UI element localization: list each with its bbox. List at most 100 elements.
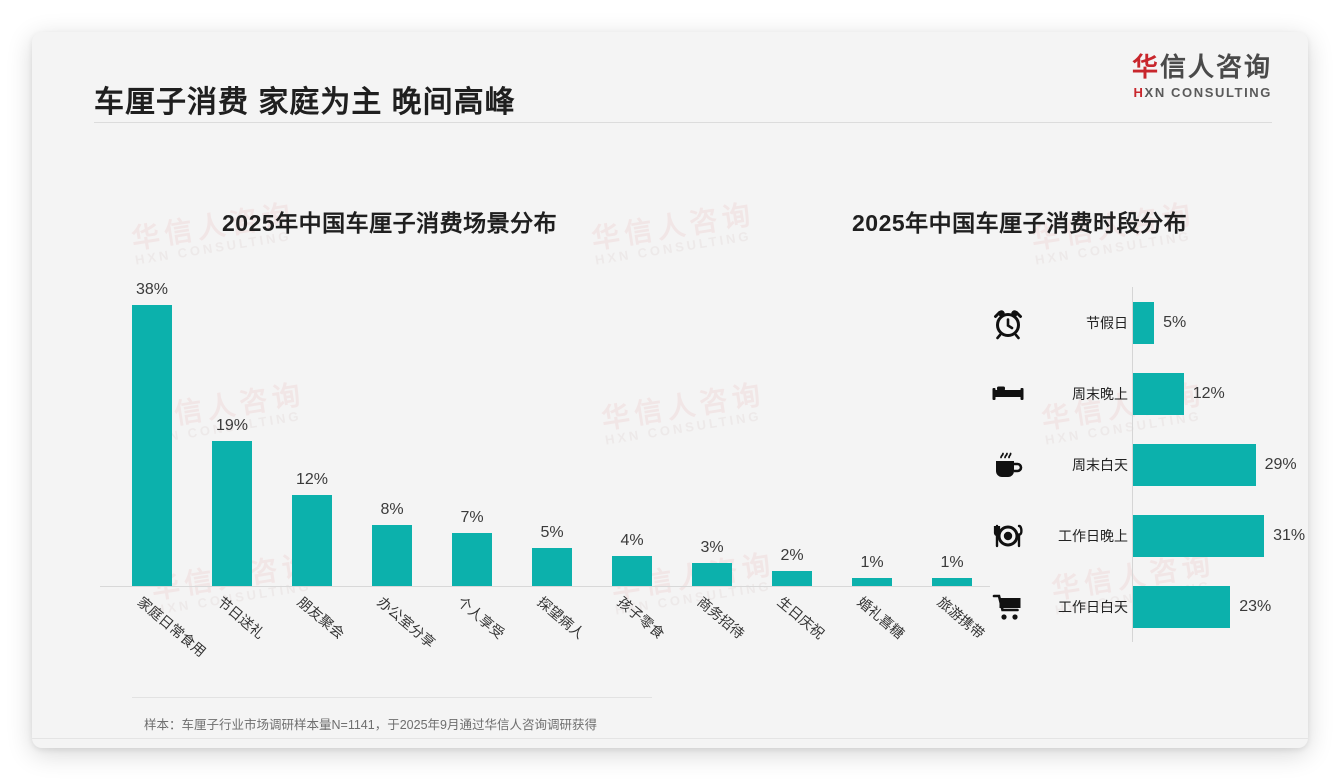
bar-column: 12% [272, 281, 352, 586]
bed-icon [988, 374, 1028, 414]
bar [1133, 301, 1155, 344]
category-label: 办公室分享 [374, 593, 439, 651]
timeslot-label: 周末白天 [1072, 456, 1128, 473]
bar-row: 周末晚上 12% [972, 365, 1302, 423]
bar [692, 563, 732, 586]
bar-and-value: 12% [1133, 372, 1225, 415]
footer-divider [32, 738, 1308, 739]
bar-value-label: 12% [1192, 384, 1225, 402]
category-label-cell: 婚礼喜糖 [832, 586, 912, 682]
bar-value-label: 2% [780, 546, 804, 564]
category-label-group: 家庭日常食用 节日送礼 朋友聚会 办公室分享 个人享受 探望病人 孩子零食 商务招待 生日庆祝婚… [112, 586, 992, 682]
header: 车厘子消费 家庭为主 晚间高峰 华信人咨询 HXN CONSULTING [32, 32, 1308, 122]
bar [852, 578, 892, 586]
shopping-cart-icon [988, 587, 1028, 627]
bar-value-label: 23% [1239, 597, 1272, 615]
bar [372, 525, 412, 586]
bar-column: 1% [912, 281, 992, 586]
logo-english: HXN CONSULTING [1132, 86, 1272, 99]
bar [132, 305, 172, 586]
bar-column-group: 38% 19% 12% 8% 7% 5% 4% 3% 2% 1% 1% [112, 281, 992, 586]
bar-value-label: 12% [295, 470, 329, 488]
bar-column: 4% [592, 281, 672, 586]
bar [1133, 585, 1231, 628]
bar [532, 547, 572, 586]
brand-logo: 华信人咨询 HXN CONSULTING [1132, 54, 1272, 99]
bar-and-value: 23% [1133, 585, 1272, 628]
bar-column: 38% [112, 281, 192, 586]
footnote-divider [132, 697, 652, 698]
category-label: 孩子零食 [614, 593, 668, 642]
consumption-scenario-bar-chart: 38% 19% 12% 8% 7% 5% 4% 3% 2% 1% 1% 家庭日常食用 节日送礼 朋友聚会… [92, 281, 992, 682]
bar [932, 578, 972, 586]
bar-row: 工作日晚上 31% [972, 507, 1305, 565]
category-label: 个人享受 [454, 593, 508, 642]
logo-english-rest: XN CONSULTING [1144, 85, 1272, 100]
category-label: 生日庆祝 [774, 593, 828, 642]
category-label-cell: 生日庆祝 [752, 586, 832, 682]
bar-column: 19% [192, 281, 272, 586]
bar [772, 570, 812, 586]
category-label: 婚礼喜糖 [854, 593, 908, 642]
bar-value-label: 7% [460, 508, 484, 526]
category-label: 商务招待 [694, 593, 748, 642]
category-label-cell: 节日送礼 [192, 586, 272, 682]
bar-row: 周末白天 29% [972, 436, 1302, 494]
chart-axis-line [1132, 287, 1133, 642]
bar-column: 3% [672, 281, 752, 586]
bar-value-label: 5% [540, 523, 564, 541]
watermark-chinese: 华信人咨询 [589, 198, 758, 255]
bar-row: 工作日白天 23% [972, 578, 1302, 636]
bar [612, 555, 652, 586]
bar [1133, 443, 1256, 486]
logo-english-highlight: H [1133, 85, 1145, 100]
bar-value-label: 19% [215, 417, 249, 435]
bar-column: 2% [752, 281, 832, 586]
header-divider [94, 122, 1272, 123]
bar-value-label: 1% [860, 554, 884, 572]
category-label-cell: 孩子零食 [592, 586, 672, 682]
bar [1133, 372, 1184, 415]
logo-chinese-highlight: 华 [1131, 52, 1160, 82]
bar-column: 7% [432, 281, 512, 586]
category-label-cell: 家庭日常食用 [112, 586, 209, 682]
bar [452, 532, 492, 586]
bar-value-label: 4% [620, 531, 644, 549]
bar-and-value: 5% [1133, 301, 1187, 344]
logo-chinese-rest: 信人咨询 [1159, 52, 1272, 82]
watermark: 华信人咨询 HXN CONSULTING [589, 198, 760, 269]
bar [292, 494, 332, 586]
timeslot-label: 工作日白天 [1058, 598, 1128, 615]
bar-value-label: 29% [1264, 455, 1297, 473]
bar-and-value: 31% [1133, 514, 1305, 557]
bar-column: 8% [352, 281, 432, 586]
logo-chinese: 华信人咨询 [1132, 54, 1272, 80]
bar [1133, 514, 1265, 557]
hot-cup-icon [988, 445, 1028, 485]
consumption-timeslot-bar-chart: 节假日 5% 周末晚上 12% 周末白天 29% 工作日晚上 31% 工作日白天 23% [972, 287, 1305, 647]
page-title: 车厘子消费 家庭为主 晚间高峰 [94, 86, 516, 119]
bar-value-label: 5% [1163, 313, 1187, 331]
right-chart-title: 2025年中国车厘子消费时段分布 [852, 210, 1188, 236]
bar-row: 节假日 5% [972, 294, 1302, 352]
timeslot-label: 周末晚上 [1072, 385, 1128, 402]
chart-baseline [100, 586, 990, 587]
alarm-clock-icon [988, 303, 1028, 343]
bar-row-group: 节假日 5% 周末晚上 12% 周末白天 29% 工作日晚上 31% 工作日白天 23% [972, 287, 1305, 642]
bar-value-label: 3% [700, 539, 724, 557]
category-label-cell: 个人享受 [432, 586, 512, 682]
category-label-cell: 探望病人 [512, 586, 592, 682]
timeslot-label: 节假日 [1086, 314, 1128, 331]
slide-card: 车厘子消费 家庭为主 晚间高峰 华信人咨询 HXN CONSULTING 华信人… [32, 32, 1308, 748]
category-label-cell: 商务招待 [672, 586, 752, 682]
category-label-cell: 朋友聚会 [272, 586, 352, 682]
category-label-cell: 办公室分享 [352, 586, 438, 682]
bar-value-label: 38% [135, 281, 169, 298]
watermark-english: HXN CONSULTING [594, 228, 753, 269]
bar-column: 1% [832, 281, 912, 586]
bar-value-label: 1% [940, 554, 964, 572]
category-label: 探望病人 [534, 593, 588, 642]
sample-footnote: 样本：车厘子行业市场调研样本量N=1141，于2025年9月通过华信人咨询调研获… [144, 718, 597, 732]
dinner-plate-icon [988, 516, 1028, 556]
timeslot-label: 工作日晚上 [1058, 527, 1128, 544]
